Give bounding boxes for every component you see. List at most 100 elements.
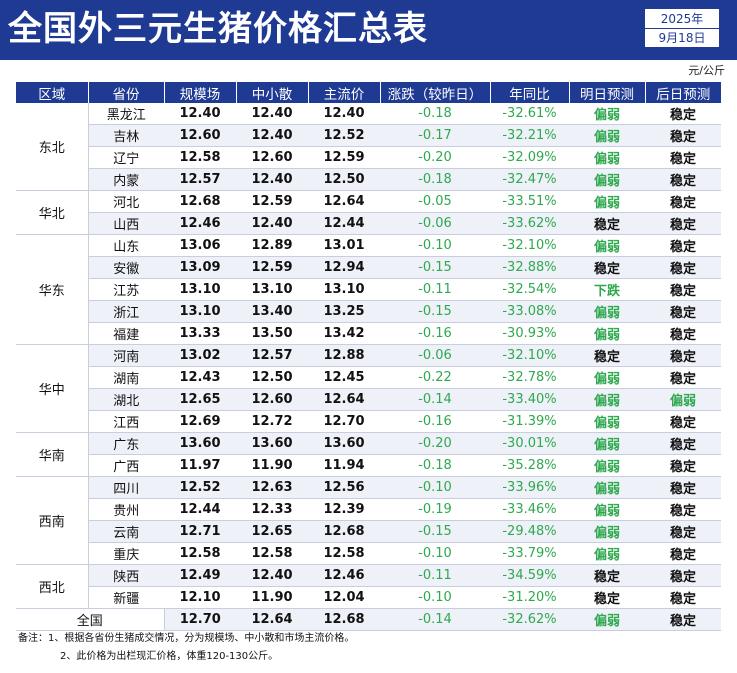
page-title: 全国外三元生猪价格汇总表 <box>8 9 428 49</box>
table-row: 福建 13.33 13.50 13.42 -0.16 -30.93% 偏弱 稳定 <box>16 322 721 345</box>
yoy-cell: -30.93% <box>490 322 569 345</box>
table-row: 云南 12.71 12.65 12.68 -0.15 -29.48% 偏弱 稳定 <box>16 520 721 543</box>
tomorrow-forecast-cell: 偏弱 <box>569 190 645 213</box>
province-cell: 山东 <box>88 234 164 257</box>
scale-price-cell: 11.97 <box>164 454 236 477</box>
yoy-cell: -33.79% <box>490 542 569 565</box>
tomorrow-forecast-cell: 偏弱 <box>569 103 645 125</box>
scale-price-cell: 13.09 <box>164 256 236 279</box>
table-row: 辽宁 12.58 12.60 12.59 -0.20 -32.09% 偏弱 稳定 <box>16 146 721 169</box>
after-forecast-cell: 稳定 <box>645 520 721 543</box>
yoy-cell: -33.40% <box>490 388 569 411</box>
province-cell: 湖北 <box>88 388 164 411</box>
unit-label: 元/公斤 <box>688 64 725 77</box>
main-price-cell: 12.64 <box>308 190 380 213</box>
yoy-cell: -32.47% <box>490 168 569 191</box>
main-price-cell: 12.45 <box>308 366 380 389</box>
tomorrow-forecast-cell: 偏弱 <box>569 234 645 257</box>
small-price-cell: 13.10 <box>236 278 308 301</box>
small-price-cell: 11.90 <box>236 586 308 609</box>
province-cell: 福建 <box>88 322 164 345</box>
scale-price-cell: 12.57 <box>164 168 236 191</box>
small-price-cell: 13.50 <box>236 322 308 345</box>
after-forecast-cell: 稳定 <box>645 410 721 433</box>
national-label-cell: 全国 <box>16 608 165 631</box>
small-price-cell: 12.63 <box>236 476 308 499</box>
main-price-cell: 12.58 <box>308 542 380 565</box>
change-cell: -0.16 <box>380 322 490 345</box>
after-forecast-cell: 稳定 <box>645 234 721 257</box>
table-row: 广西 11.97 11.90 11.94 -0.18 -35.28% 偏弱 稳定 <box>16 454 721 477</box>
scale-price-cell: 12.10 <box>164 586 236 609</box>
change-cell: -0.20 <box>380 146 490 169</box>
scale-price-cell: 13.10 <box>164 300 236 323</box>
tomorrow-forecast-cell: 偏弱 <box>569 608 645 631</box>
table-row: 吉林 12.60 12.40 12.52 -0.17 -32.21% 偏弱 稳定 <box>16 124 721 147</box>
after-forecast-cell: 稳定 <box>645 212 721 235</box>
after-forecast-cell: 稳定 <box>645 366 721 389</box>
after-forecast-cell: 稳定 <box>645 454 721 477</box>
change-cell: -0.15 <box>380 300 490 323</box>
tomorrow-forecast-cell: 偏弱 <box>569 542 645 565</box>
main-price-cell: 13.25 <box>308 300 380 323</box>
scale-price-cell: 12.44 <box>164 498 236 521</box>
tomorrow-forecast-cell: 偏弱 <box>569 146 645 169</box>
main-price-cell: 12.64 <box>308 388 380 411</box>
scale-price-cell: 12.46 <box>164 212 236 235</box>
date-box: 2025年 9月18日 <box>643 7 721 49</box>
province-cell: 广西 <box>88 454 164 477</box>
change-cell: -0.17 <box>380 124 490 147</box>
column-header: 主流价 <box>308 82 381 103</box>
main-price-cell: 12.44 <box>308 212 380 235</box>
yoy-cell: -33.08% <box>490 300 569 323</box>
tomorrow-forecast-cell: 稳定 <box>569 256 645 279</box>
tomorrow-forecast-cell: 偏弱 <box>569 432 645 455</box>
yoy-cell: -31.39% <box>490 410 569 433</box>
yoy-cell: -32.62% <box>490 608 569 631</box>
after-forecast-cell: 稳定 <box>645 278 721 301</box>
main-price-cell: 12.59 <box>308 146 380 169</box>
after-forecast-cell: 稳定 <box>645 476 721 499</box>
table-row: 湖北 12.65 12.60 12.64 -0.14 -33.40% 偏弱 偏弱 <box>16 388 721 411</box>
table-body: 东北 黑龙江 12.40 12.40 12.40 -0.18 -32.61% 偏弱 稳定 吉林 12… <box>16 103 721 631</box>
region-cell: 华中 <box>16 344 89 433</box>
province-cell: 新疆 <box>88 586 164 609</box>
table-row: 山西 12.46 12.40 12.44 -0.06 -33.62% 稳定 稳定 <box>16 212 721 235</box>
scale-price-cell: 12.52 <box>164 476 236 499</box>
province-cell: 江西 <box>88 410 164 433</box>
column-header: 明日预测 <box>569 82 646 103</box>
change-cell: -0.19 <box>380 498 490 521</box>
region-cell: 华南 <box>16 432 89 477</box>
table-row: 江西 12.69 12.72 12.70 -0.16 -31.39% 偏弱 稳定 <box>16 410 721 433</box>
change-cell: -0.10 <box>380 476 490 499</box>
province-cell: 浙江 <box>88 300 164 323</box>
main-price-cell: 12.56 <box>308 476 380 499</box>
small-price-cell: 12.59 <box>236 256 308 279</box>
after-forecast-cell: 稳定 <box>645 190 721 213</box>
main-price-cell: 13.01 <box>308 234 380 257</box>
after-forecast-cell: 稳定 <box>645 432 721 455</box>
province-cell: 山西 <box>88 212 164 235</box>
tomorrow-forecast-cell: 偏弱 <box>569 454 645 477</box>
change-cell: -0.05 <box>380 190 490 213</box>
main-price-cell: 12.68 <box>308 608 380 631</box>
column-header: 年同比 <box>490 82 570 103</box>
column-header: 涨跌（较昨日） <box>380 82 491 103</box>
national-row: 全国 12.70 12.64 12.68 -0.14 -32.62% 偏弱 稳定 <box>16 608 721 631</box>
price-table: 区域 省份 规模场 中小散 主流价 涨跌（较昨日） 年同比 明日预测 后日预测 … <box>16 82 721 631</box>
tomorrow-forecast-cell: 偏弱 <box>569 498 645 521</box>
table-row: 西南 四川 12.52 12.63 12.56 -0.10 -33.96% 偏弱 稳定 <box>16 476 721 565</box>
small-price-cell: 12.40 <box>236 212 308 235</box>
yoy-cell: -32.54% <box>490 278 569 301</box>
province-cell: 江苏 <box>88 278 164 301</box>
column-header: 中小散 <box>236 82 309 103</box>
table-row: 安徽 13.09 12.59 12.94 -0.15 -32.88% 稳定 稳定 <box>16 256 721 279</box>
main-price-cell: 12.88 <box>308 344 380 367</box>
change-cell: -0.10 <box>380 586 490 609</box>
after-forecast-cell: 稳定 <box>645 322 721 345</box>
after-forecast-cell: 偏弱 <box>645 388 721 411</box>
yoy-cell: -33.62% <box>490 212 569 235</box>
change-cell: -0.20 <box>380 432 490 455</box>
change-cell: -0.14 <box>380 608 490 631</box>
tomorrow-forecast-cell: 偏弱 <box>569 322 645 345</box>
